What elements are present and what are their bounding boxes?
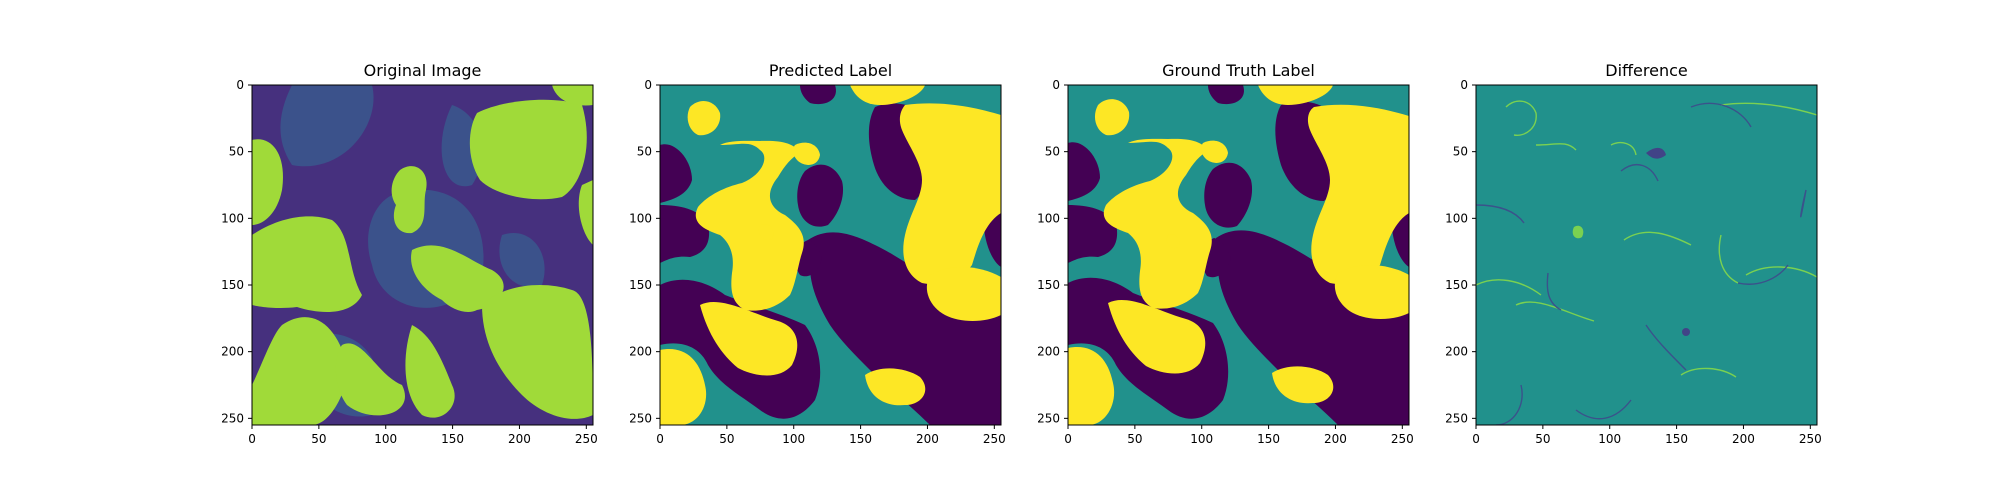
y-tick-label: 50 xyxy=(1453,145,1468,159)
y-tick-label: 50 xyxy=(229,145,244,159)
y-tick-label: 100 xyxy=(1037,211,1060,225)
image-area xyxy=(1068,85,1409,425)
y-tick-label: 150 xyxy=(1445,278,1468,292)
y-ticks: 0 50 100 150 200 250 xyxy=(221,78,252,425)
bright-regions xyxy=(252,85,593,425)
panel-title: Predicted Label xyxy=(769,61,892,80)
difference-positive-edges xyxy=(1476,100,1817,378)
x-tick-label: 50 xyxy=(1127,432,1142,446)
y-tick-label: 50 xyxy=(637,145,652,159)
panel-original-image: Original Image xyxy=(221,61,598,446)
y-tick-label: 0 xyxy=(1052,78,1060,92)
panel-ground-truth-label: Ground Truth Label xyxy=(1037,61,1414,446)
x-tick-label: 200 xyxy=(508,432,531,446)
x-tick-label: 0 xyxy=(1064,432,1072,446)
x-tick-label: 0 xyxy=(656,432,664,446)
y-tick-label: 150 xyxy=(629,278,652,292)
y-tick-label: 0 xyxy=(236,78,244,92)
difference-spots xyxy=(1572,147,1690,336)
y-ticks: 0 50 100 150 200 250 xyxy=(1445,78,1476,425)
class-bright-regions xyxy=(1068,85,1409,425)
plot-frame xyxy=(659,84,1002,426)
image-area xyxy=(660,85,1001,425)
difference-negative-edges xyxy=(1476,102,1807,425)
image-area xyxy=(1476,85,1817,425)
y-ticks: 0 50 100 150 200 250 xyxy=(1037,78,1068,425)
x-tick-label: 0 xyxy=(1472,432,1480,446)
x-tick-label: 50 xyxy=(719,432,734,446)
difference-zero-background xyxy=(1476,85,1817,425)
x-tick-label: 200 xyxy=(916,432,939,446)
y-tick-label: 0 xyxy=(1460,78,1468,92)
x-tick-label: 200 xyxy=(1732,432,1755,446)
y-tick-label: 100 xyxy=(1445,211,1468,225)
class-bright-regions xyxy=(660,85,1001,425)
x-tick-label: 100 xyxy=(1190,432,1213,446)
x-ticks: 0 50 100 150 200 250 xyxy=(656,425,1006,446)
x-ticks: 0 50 100 150 200 250 xyxy=(1472,425,1822,446)
x-tick-label: 250 xyxy=(575,432,598,446)
y-tick-label: 250 xyxy=(1037,411,1060,425)
x-tick-label: 100 xyxy=(374,432,397,446)
x-tick-label: 250 xyxy=(1391,432,1414,446)
x-tick-label: 250 xyxy=(1799,432,1822,446)
y-tick-label: 200 xyxy=(221,345,244,359)
plot-frame xyxy=(1067,84,1410,426)
y-tick-label: 0 xyxy=(644,78,652,92)
y-tick-label: 200 xyxy=(629,345,652,359)
y-tick-label: 150 xyxy=(221,278,244,292)
x-ticks: 0 50 100 150 200 250 xyxy=(1064,425,1414,446)
image-area xyxy=(252,85,593,425)
x-tick-label: 150 xyxy=(1257,432,1280,446)
y-tick-label: 100 xyxy=(629,211,652,225)
x-tick-label: 150 xyxy=(1665,432,1688,446)
x-tick-label: 50 xyxy=(1535,432,1550,446)
x-tick-label: 200 xyxy=(1324,432,1347,446)
x-ticks: 0 50 100 150 200 250 xyxy=(248,425,598,446)
y-tick-label: 250 xyxy=(221,411,244,425)
plot-frame xyxy=(1475,84,1818,426)
y-tick-label: 150 xyxy=(1037,278,1060,292)
panel-title: Ground Truth Label xyxy=(1162,61,1315,80)
x-tick-label: 0 xyxy=(248,432,256,446)
y-ticks: 0 50 100 150 200 250 xyxy=(629,78,660,425)
y-tick-label: 200 xyxy=(1445,345,1468,359)
y-tick-label: 100 xyxy=(221,211,244,225)
y-tick-label: 200 xyxy=(1037,345,1060,359)
x-tick-label: 50 xyxy=(311,432,326,446)
panel-difference: Difference xyxy=(1445,61,1822,446)
panel-title: Original Image xyxy=(364,61,482,80)
y-tick-label: 50 xyxy=(1045,145,1060,159)
x-tick-label: 100 xyxy=(1598,432,1621,446)
panel-predicted-label: Predicted Label xyxy=(629,61,1006,446)
x-tick-label: 250 xyxy=(983,432,1006,446)
plot-frame xyxy=(251,84,594,426)
x-tick-label: 150 xyxy=(849,432,872,446)
y-tick-label: 250 xyxy=(1445,411,1468,425)
panel-title: Difference xyxy=(1605,61,1687,80)
x-tick-label: 150 xyxy=(441,432,464,446)
x-tick-label: 100 xyxy=(782,432,805,446)
y-tick-label: 250 xyxy=(629,411,652,425)
